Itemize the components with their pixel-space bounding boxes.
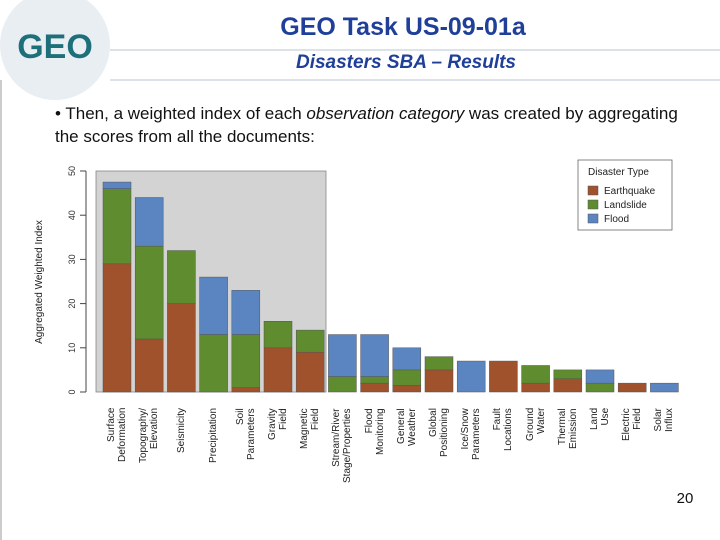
bar-segment [360,334,389,377]
y-tick-label: 30 [67,254,77,264]
bar-segment [231,387,261,393]
legend-label: Earthquake [604,186,656,197]
y-tick-label: 50 [67,166,77,176]
x-tick-label: Stream/River Stage/Properties [331,408,354,484]
bullet-text: was created by aggregating the scores fr… [55,104,678,146]
x-tick-label: Surface Deformation [106,407,128,462]
bar-segment [134,338,164,393]
x-tick-label: Solar Influx [653,408,676,432]
x-tick-label: Ice/Snow Parameters [460,408,483,460]
header [0,0,720,80]
bar-segment [199,276,228,335]
bar-segment [102,188,132,265]
bar-segment [553,369,583,379]
legend-label: Flood [604,214,629,225]
bar-segment [489,360,518,393]
x-tick-label: Electric Field [621,408,644,441]
bar-segment [263,347,293,393]
bar-segment [650,382,679,393]
legend-swatch [587,213,599,224]
logo: GEO [17,28,93,66]
x-tick-label: Flood Monitoring [363,408,386,455]
bar-segment [585,369,615,384]
bar-segment [424,356,454,371]
bar-segment [585,382,615,393]
bar-segment [392,385,422,393]
bullet-text: Then, a weighted index of each [65,104,307,123]
x-tick-label: Magnetic Field [299,408,322,449]
bar-segment [102,263,132,393]
bar-segment [360,376,389,384]
bar-segment [199,334,228,393]
bar-segment [553,378,583,393]
bullet-text: observation category [306,104,465,123]
x-tick-label: General Weather [395,408,418,446]
page-number: 20 [677,490,694,507]
y-tick-label: 10 [67,343,77,353]
x-tick-label: Precipitation [208,407,220,463]
logo-bg [0,0,110,100]
bar-segment [360,382,389,393]
bar-segment [392,369,422,386]
bar-segment [134,245,164,340]
slide-subtitle: Disasters SBA – Results [296,52,516,73]
x-tick-label: Global Positioning [428,408,450,457]
bar-segment [167,303,196,393]
legend-swatch [587,199,599,210]
x-tick-label: Gravity Field [267,408,289,440]
legend-title: Disaster Type [588,167,649,178]
bar-segment [102,181,132,189]
y-axis-label: Aggregated Weighted Index [34,220,45,344]
x-tick-label: Land Use [589,407,611,430]
x-tick-label: Topography/ Elevation [138,407,161,463]
y-tick-label: 20 [67,299,77,309]
slide-title: GEO Task US-09-01a [280,13,527,41]
x-tick-label: Soil Parameters [234,408,257,460]
bar-segment [328,334,357,377]
bar-segment [231,290,261,335]
bar-segment [392,347,422,371]
x-tick-label: Fault Locations [492,408,515,451]
bar-segment [424,369,454,393]
bar-segment [134,197,164,247]
bar-segment [167,250,196,304]
bar-segment [328,376,357,393]
bar-segment [521,382,550,393]
bar-segment [456,360,486,393]
bar-segment [263,321,293,349]
bar-segment [521,365,550,384]
x-tick-label: Seismicity [175,407,187,453]
legend-swatch [587,185,599,196]
y-tick-label: 40 [67,210,77,220]
bullet: • Then, a weighted index of each observa… [55,104,678,146]
bar-segment [231,334,261,388]
bar-segment [295,329,325,353]
x-tick-label: Ground Water [524,407,547,441]
y-tick-label: 0 [67,389,77,394]
bar-segment [617,382,647,393]
bar-segment [295,351,325,393]
x-tick-label: Thermal Emission [556,408,579,449]
legend-label: Landslide [604,200,647,211]
